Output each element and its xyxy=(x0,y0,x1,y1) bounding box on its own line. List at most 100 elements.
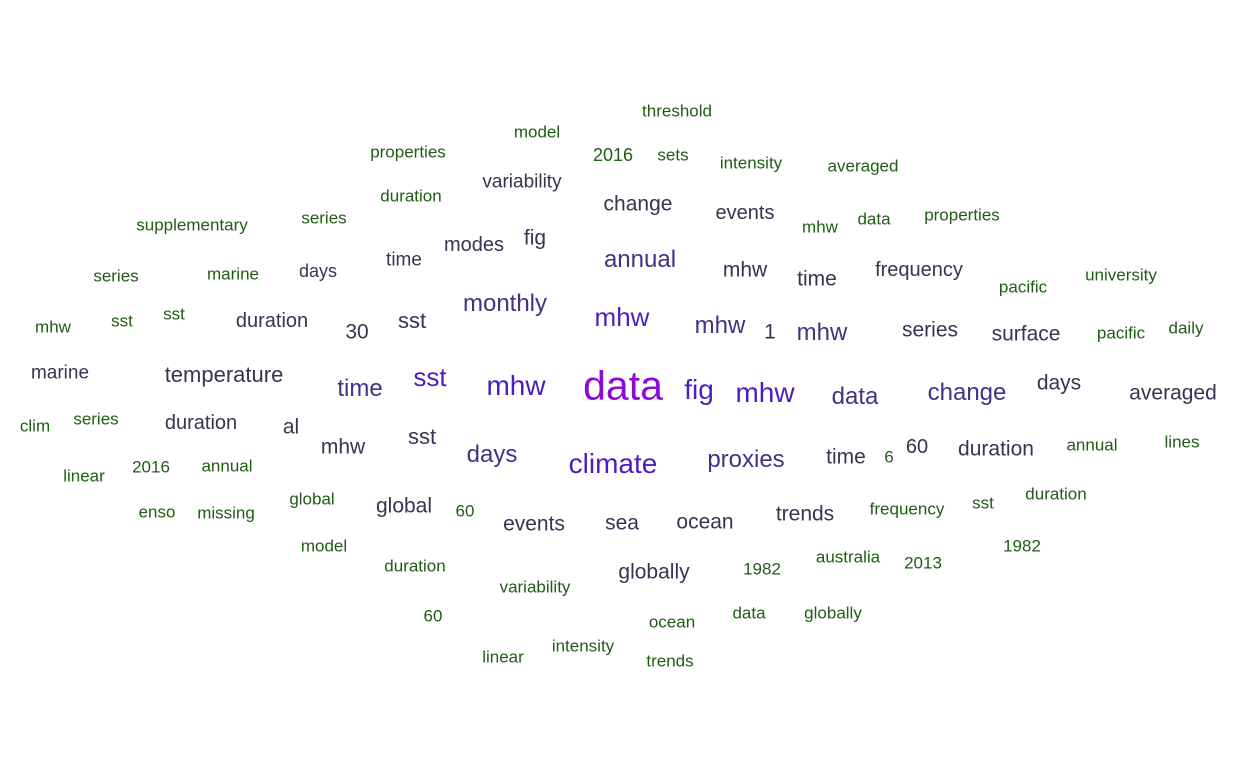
cloud-word: monthly xyxy=(462,290,548,317)
cloud-word: frequency xyxy=(875,259,963,281)
cloud-word: fig xyxy=(684,374,714,405)
cloud-word: sst xyxy=(397,308,427,333)
cloud-word: variability xyxy=(482,171,562,193)
cloud-word: variability xyxy=(499,577,571,597)
cloud-word: time xyxy=(386,249,422,271)
cloud-word: duration xyxy=(958,437,1034,461)
cloud-word: duration xyxy=(235,310,309,332)
cloud-word: series xyxy=(901,318,959,342)
cloud-word: 60 xyxy=(905,436,929,458)
cloud-word: events xyxy=(715,202,775,224)
cloud-word: pacific xyxy=(998,277,1048,297)
cloud-word: sst xyxy=(111,311,133,331)
cloud-word: sst xyxy=(413,362,447,392)
cloud-word: intensity xyxy=(551,636,615,656)
cloud-word: enso xyxy=(138,502,176,522)
cloud-word: days xyxy=(466,441,518,468)
cloud-word: mhw xyxy=(594,302,650,332)
cloud-word: 60 xyxy=(455,501,475,521)
cloud-word: supplementary xyxy=(136,215,248,235)
cloud-word: sea xyxy=(605,511,639,535)
cloud-word: days xyxy=(298,261,338,281)
cloud-word: mhw xyxy=(796,319,848,346)
cloud-word: 1982 xyxy=(743,559,781,579)
cloud-word: mhw xyxy=(722,258,768,282)
cloud-word: daily xyxy=(1168,318,1204,338)
cloud-word: trends xyxy=(775,502,835,526)
cloud-word: sets xyxy=(657,145,689,165)
cloud-word: 2016 xyxy=(592,145,634,165)
cloud-word: data xyxy=(732,603,766,623)
cloud-word: global xyxy=(375,494,433,518)
cloud-word: days xyxy=(1036,371,1082,395)
cloud-word: mhw xyxy=(735,377,795,408)
cloud-word: globally xyxy=(804,603,862,623)
cloud-word: 6 xyxy=(884,447,894,467)
cloud-word: series xyxy=(73,409,119,429)
cloud-word: missing xyxy=(197,503,255,523)
cloud-word: al xyxy=(282,415,300,439)
cloud-word: 1982 xyxy=(1003,536,1041,556)
cloud-word: change xyxy=(927,379,1007,406)
cloud-word: time xyxy=(337,375,383,402)
cloud-word: mhw xyxy=(694,312,746,339)
cloud-word: properties xyxy=(924,205,1000,225)
cloud-word: lines xyxy=(1164,432,1200,452)
cloud-word: properties xyxy=(370,142,446,162)
cloud-word: frequency xyxy=(869,499,945,519)
cloud-word: series xyxy=(301,208,347,228)
cloud-word: mhw xyxy=(802,217,838,237)
cloud-word: ocean xyxy=(648,612,696,632)
cloud-word: model xyxy=(513,122,561,142)
cloud-word: annual xyxy=(1066,435,1118,455)
cloud-word: pacific xyxy=(1096,323,1146,343)
cloud-word: mhw xyxy=(486,370,546,401)
cloud-word: time xyxy=(797,267,837,291)
cloud-word: global xyxy=(289,489,335,509)
cloud-word: change xyxy=(603,192,673,216)
cloud-word: mhw xyxy=(320,435,366,459)
cloud-word: climate xyxy=(568,448,658,479)
cloud-word: annual xyxy=(201,456,253,476)
cloud-word: linear xyxy=(482,647,524,667)
cloud-word: data xyxy=(583,362,663,409)
cloud-word: sst xyxy=(972,493,994,513)
cloud-word: model xyxy=(300,536,348,556)
cloud-word: duration xyxy=(1025,484,1087,504)
cloud-word: threshold xyxy=(642,101,712,121)
cloud-word: trends xyxy=(646,651,694,671)
cloud-word: surface xyxy=(991,322,1061,346)
cloud-word: sst xyxy=(163,304,185,324)
cloud-word: intensity xyxy=(719,153,783,173)
cloud-word: duration xyxy=(380,186,442,206)
cloud-word: sst xyxy=(407,424,437,449)
cloud-word: marine xyxy=(30,362,90,384)
cloud-word: linear xyxy=(63,466,105,486)
cloud-word: australia xyxy=(815,547,881,567)
cloud-word: events xyxy=(503,512,565,536)
cloud-word: averaged xyxy=(1129,381,1217,405)
cloud-word: fig xyxy=(523,226,547,250)
cloud-word: data xyxy=(857,209,891,229)
cloud-word: 2016 xyxy=(132,457,170,477)
cloud-word: 2013 xyxy=(904,553,942,573)
cloud-word: 60 xyxy=(423,606,443,626)
cloud-word: globally xyxy=(618,560,690,584)
cloud-word: ocean xyxy=(676,510,734,534)
cloud-word: university xyxy=(1085,265,1157,285)
cloud-word: series xyxy=(93,266,139,286)
cloud-word: annual xyxy=(603,246,677,273)
cloud-word: temperature xyxy=(164,362,284,387)
cloud-word: averaged xyxy=(827,156,899,176)
cloud-word: duration xyxy=(384,556,446,576)
cloud-word: 1 xyxy=(764,320,776,344)
cloud-word: 30 xyxy=(345,320,369,344)
cloud-word: duration xyxy=(164,412,238,434)
cloud-word: mhw xyxy=(35,317,71,337)
cloud-word: time xyxy=(826,445,866,469)
cloud-word: marine xyxy=(207,264,259,284)
cloud-word: clim xyxy=(19,416,51,436)
cloud-word: data xyxy=(831,383,879,410)
cloud-word: proxies xyxy=(707,446,785,473)
